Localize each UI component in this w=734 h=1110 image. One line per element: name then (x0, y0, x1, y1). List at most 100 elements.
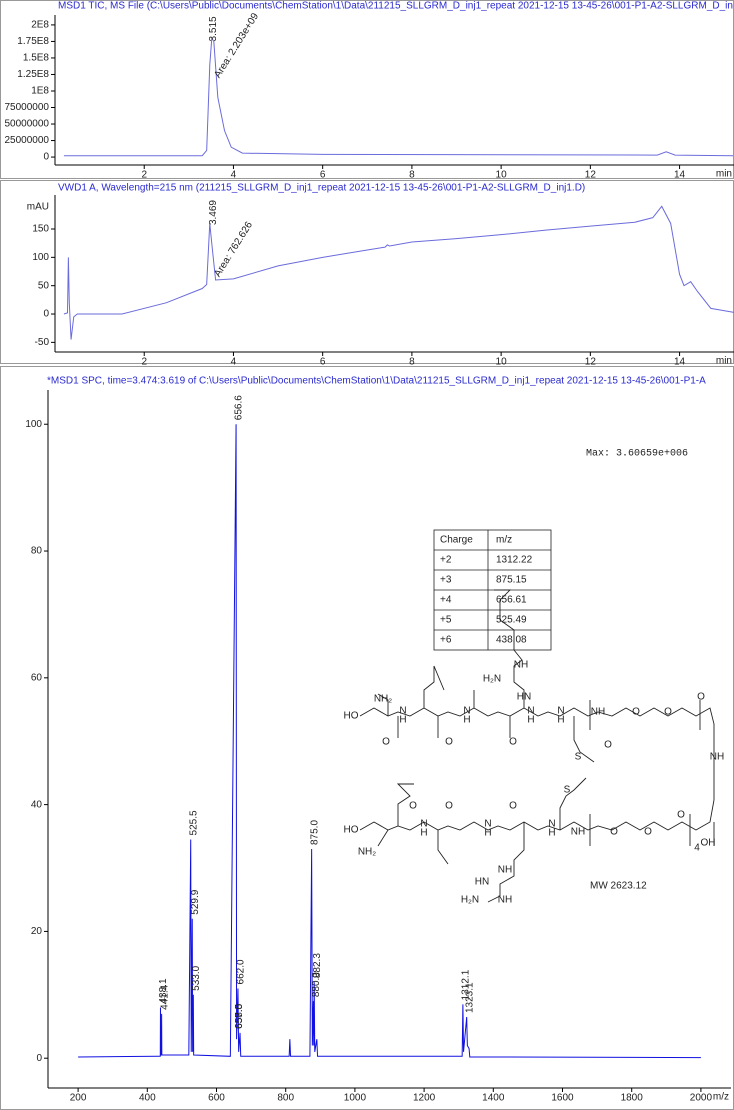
y-tick-label: 0 (43, 309, 49, 320)
annotation: 438.1 (158, 978, 169, 1003)
atom-label: O (664, 707, 672, 718)
y-tick-label: 1.5E8 (23, 53, 50, 64)
y-tick-label: 50000000 (5, 119, 50, 130)
atom-label: HO (344, 711, 359, 722)
atom-label: H₂N (461, 895, 479, 906)
x-tick-label: 1800 (621, 1093, 644, 1104)
table-cell: +4 (440, 595, 452, 606)
atom-label: N (557, 706, 564, 717)
x-tick-label: 2000 (690, 1093, 713, 1104)
x-tick-label: 10 (496, 170, 508, 181)
x-tick-label: 14 (674, 170, 686, 181)
y-tick-label: -50 (35, 337, 50, 348)
table-cell: 656.61 (496, 595, 527, 606)
table-cell: 875.15 (496, 575, 527, 586)
x-tick-label: 8 (409, 170, 415, 181)
atom-label: HN (517, 692, 531, 703)
y-tick-label: 20 (31, 926, 43, 937)
x-axis-label: m/z (713, 1092, 729, 1103)
x-axis-label: min (716, 356, 732, 367)
atom-label: N (399, 706, 406, 717)
table-cell: +6 (440, 635, 452, 646)
atom-label: H (420, 828, 427, 839)
atom-label: O (509, 801, 517, 812)
table-cell: 1312.22 (496, 555, 533, 566)
atom-label: HN (475, 877, 489, 888)
y-tick-label: 1.25E8 (17, 69, 49, 80)
atom-label: O (644, 827, 652, 838)
atom-label: N (463, 706, 470, 717)
atom-label: O (697, 692, 705, 703)
x-tick-label: 6 (320, 170, 326, 181)
atom-label: O (445, 737, 453, 748)
atom-label: H (484, 828, 491, 839)
atom-label: O (610, 827, 618, 838)
atom-label: O (445, 801, 453, 812)
atom-label: NH (514, 660, 528, 671)
annotation: 1312.1 (461, 969, 472, 1000)
atom-label: O (382, 737, 390, 748)
table-cell: +3 (440, 575, 452, 586)
y-tick-label: 1.75E8 (17, 36, 49, 47)
y-tick-label: 40 (31, 799, 43, 810)
y-axis-label: mAU (27, 202, 49, 213)
y-tick-label: 2E8 (31, 20, 49, 31)
atom-label: OH (701, 838, 716, 849)
atom-label: O (632, 707, 640, 718)
atom-label: H₂N (483, 674, 501, 685)
annotation: 875.0 (309, 820, 320, 845)
x-tick-label: 600 (208, 1093, 225, 1104)
annotation: 656.6 (234, 395, 245, 420)
structure-bonds (359, 589, 715, 903)
x-tick-label: 1000 (344, 1093, 367, 1104)
table-cell: 525.49 (496, 615, 527, 626)
annotation: 662.0 (236, 959, 247, 984)
x-tick-label: 14 (674, 357, 686, 368)
chart-title: VWD1 A, Wavelength=215 nm (211215_SLLGRM… (58, 183, 585, 194)
x-tick-label: 2 (141, 357, 147, 368)
atom-label: HO (344, 825, 359, 836)
x-tick-label: 10 (496, 357, 508, 368)
x-tick-label: 4 (231, 170, 237, 181)
y-tick-label: 0 (36, 1053, 42, 1064)
atom-label: N (527, 706, 534, 717)
atom-label: O (604, 740, 612, 751)
atom-label: NH (498, 865, 512, 876)
atom-label: H (548, 828, 555, 839)
annotation: 1323.1 (464, 982, 475, 1013)
annotation: 525.5 (188, 810, 199, 835)
atom-label: O (409, 801, 417, 812)
atom-label: O (677, 810, 685, 821)
atom-label: NH (571, 827, 585, 838)
y-tick-label: 60 (31, 672, 43, 683)
data-line (78, 424, 701, 1059)
atom-label: NH (591, 707, 605, 718)
x-tick-label: 1200 (413, 1093, 436, 1104)
x-tick-label: 4 (231, 357, 237, 368)
x-tick-label: 6 (320, 357, 326, 368)
y-tick-label: 100 (32, 252, 49, 263)
x-tick-label: 1600 (551, 1093, 574, 1104)
atom-label: N (484, 819, 491, 830)
table-cell: 438.08 (496, 635, 527, 646)
chart-title: MSD1 TIC, MS File (C:\Users\Public\Docum… (58, 1, 733, 12)
atom-label: 4 (694, 843, 700, 854)
table-header: Charge (440, 535, 473, 546)
atom-label: NH (498, 895, 512, 906)
charge-table (433, 529, 552, 651)
annotation: 3.469 (208, 200, 219, 225)
max-label: Max: 3.60659e+006 (586, 449, 688, 460)
y-tick-label: 50 (38, 280, 50, 291)
table-header: m/z (496, 535, 512, 546)
atom-label: H (557, 715, 564, 726)
atom-label: H (527, 715, 534, 726)
atom-label: H (463, 715, 470, 726)
data-line (63, 205, 734, 340)
atom-label: O (509, 737, 517, 748)
x-tick-label: 200 (70, 1093, 87, 1104)
annotation: 882.3 (312, 953, 323, 978)
atom-label: S (575, 752, 582, 763)
annotation: 880.0 (311, 972, 322, 997)
